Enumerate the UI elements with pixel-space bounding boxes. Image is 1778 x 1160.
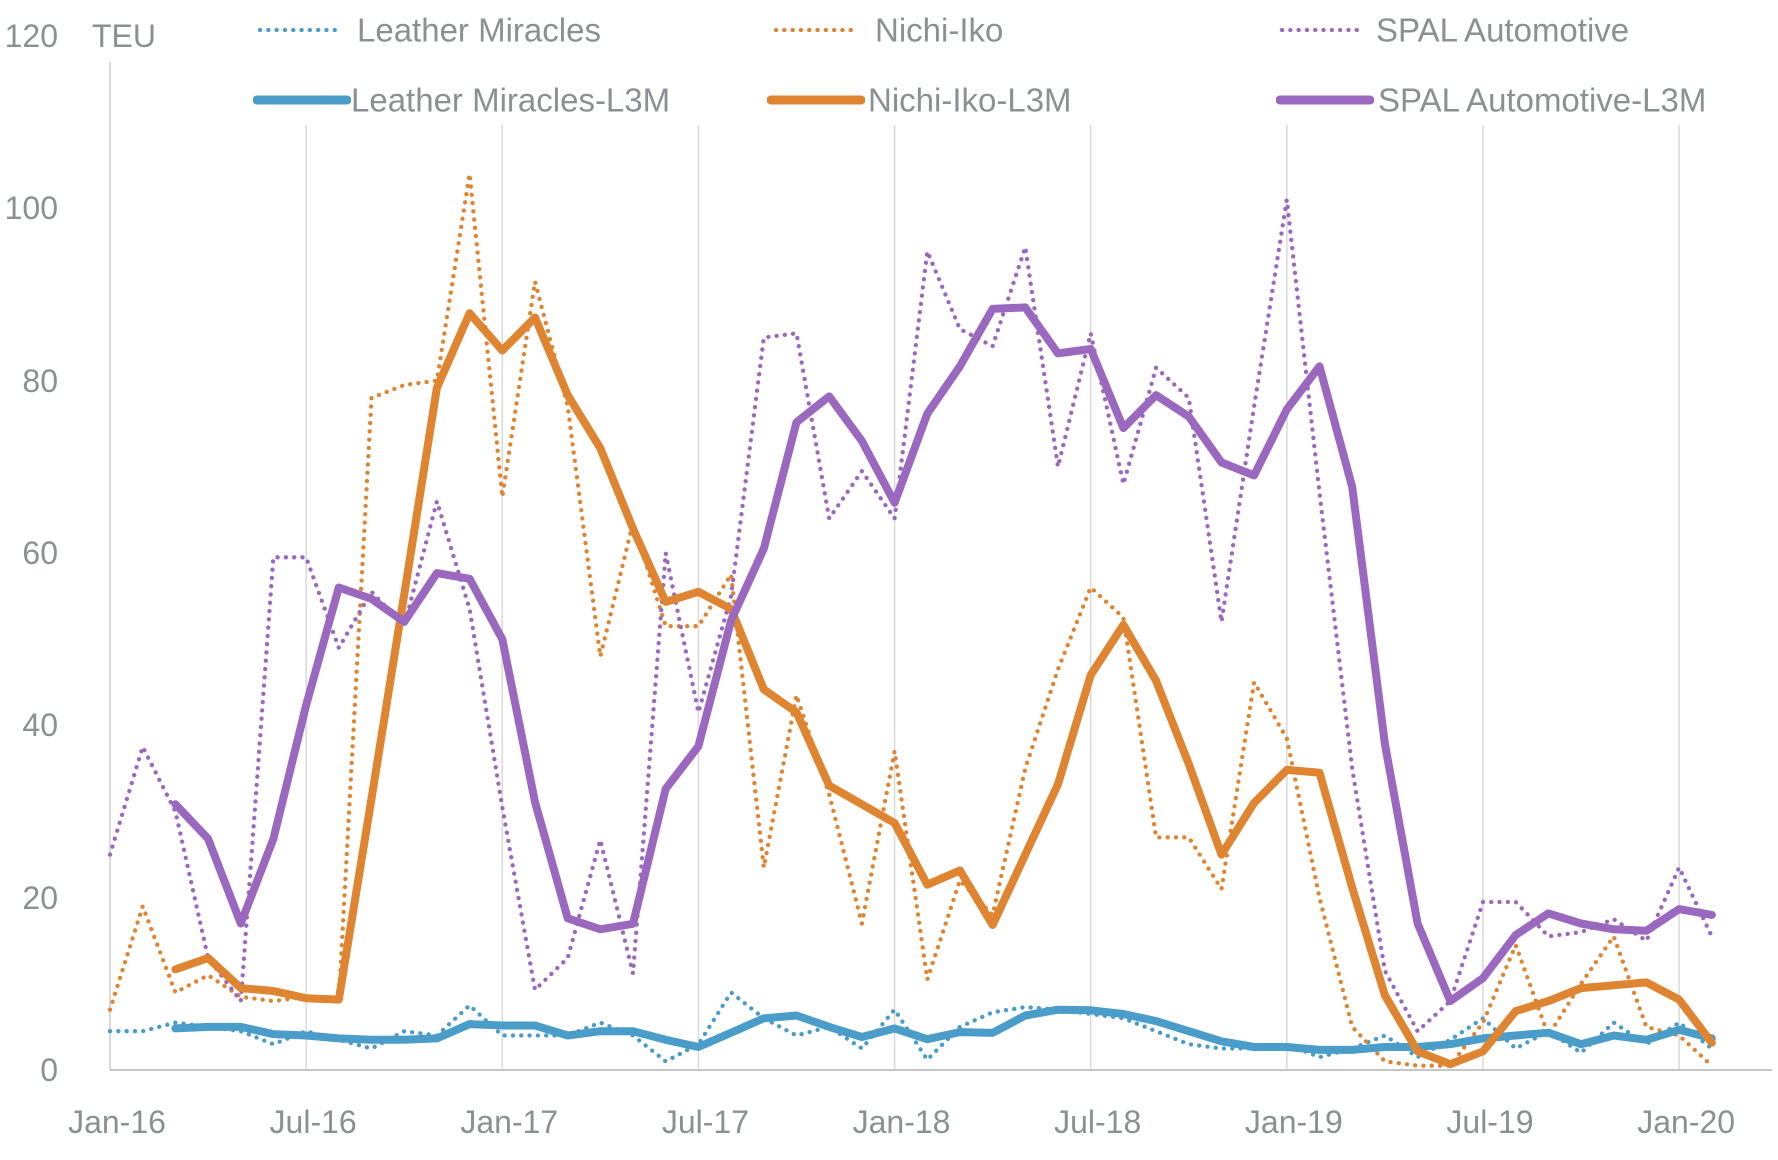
y-tick-label-60: 60 [22,535,58,571]
legend-label-nichi-iko: Nichi-Iko [875,11,1004,49]
y-axis-unit-label: TEU [92,18,156,54]
legend-label-leather-miracles-l3m: Leather Miracles-L3M [351,81,671,119]
dotted-line-swatch-icon-spal-automotive [1279,27,1365,33]
series-line-leather-miracles-l3m [171,1005,1716,1054]
x-tick-label-Jul-16: Jul-16 [269,1104,357,1140]
series-line-spal-automotive-l3m [171,303,1716,1006]
y-tick-label-20: 20 [22,879,58,916]
x-tick-label-Jul-19: Jul-19 [1446,1104,1534,1140]
x-tick-label-Jan-20: Jan-20 [1637,1104,1736,1140]
series-line-leather-miracles [107,990,1714,1064]
series-line-spal-automotive [107,197,1714,1034]
legend-label-spal-automotive-l3m: SPAL Automotive-L3M [1378,81,1707,119]
x-tick-label-Jan-18: Jan-18 [852,1104,951,1140]
x-tick-label-Jul-18: Jul-18 [1054,1104,1142,1140]
x-tick-label-Jan-19: Jan-19 [1244,1104,1343,1140]
solid-line-swatch-icon-leather-miracles-l3m [253,95,351,105]
dotted-line-swatch-icon-leather-miracles [257,27,343,33]
x-tick-label-Jan-16: Jan-16 [68,1104,166,1140]
series-line-nichi-iko-l3m [171,309,1716,1069]
y-tick-label-40: 40 [22,707,58,744]
legend-label-nichi-iko-l3m: Nichi-Iko-L3M [868,81,1072,119]
solid-line-swatch-icon-spal-automotive-l3m [1276,95,1374,105]
legend-label-leather-miracles: Leather Miracles [357,11,601,49]
x-tick-label-Jan-17: Jan-17 [460,1104,559,1140]
y-tick-label-80: 80 [22,362,58,399]
legend-label-spal-automotive: SPAL Automotive [1376,11,1630,49]
y-tick-label-100: 100 [4,190,58,227]
y-tick-label-0: 0 [40,1052,58,1088]
series-line-nichi-iko [107,171,1714,1068]
dotted-line-swatch-icon-nichi-iko [773,27,859,33]
y-tick-label-120: 120 [4,18,58,54]
solid-line-swatch-icon-nichi-iko-l3m [767,95,865,105]
x-tick-label-Jul-17: Jul-17 [661,1104,749,1140]
